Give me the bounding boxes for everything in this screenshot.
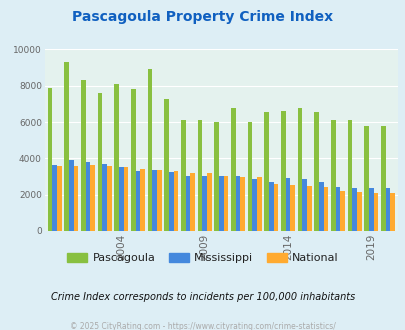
Text: © 2025 CityRating.com - https://www.cityrating.com/crime-statistics/: © 2025 CityRating.com - https://www.city… (70, 322, 335, 330)
Bar (318, 182, 323, 231)
Bar (285, 178, 290, 231)
Bar (330, 120, 335, 231)
Bar (152, 170, 157, 231)
Bar (218, 176, 223, 231)
Bar (135, 171, 140, 231)
Bar (107, 166, 111, 231)
Bar (339, 191, 344, 231)
Text: Crime Index corresponds to incidents per 100,000 inhabitants: Crime Index corresponds to incidents per… (51, 292, 354, 302)
Bar (306, 185, 311, 231)
Bar (190, 173, 194, 231)
Bar (280, 111, 285, 231)
Bar (90, 165, 95, 231)
Bar (73, 166, 78, 231)
Bar (240, 177, 244, 231)
Bar (69, 160, 73, 231)
Bar (131, 89, 135, 231)
Bar (247, 122, 252, 231)
Bar (268, 182, 273, 231)
Bar (363, 126, 368, 231)
Bar (197, 120, 202, 231)
Bar (147, 69, 152, 231)
Bar (230, 109, 235, 231)
Legend: Pascagoula, Mississippi, National: Pascagoula, Mississippi, National (64, 249, 341, 267)
Bar (297, 108, 301, 231)
Bar (97, 93, 102, 231)
Bar (301, 179, 306, 231)
Bar (223, 176, 228, 231)
Bar (313, 112, 318, 231)
Bar (264, 112, 268, 231)
Bar (290, 185, 294, 231)
Bar (335, 187, 339, 231)
Bar (256, 178, 261, 231)
Bar (157, 170, 161, 231)
Bar (168, 172, 173, 231)
Bar (81, 80, 85, 231)
Bar (389, 193, 394, 231)
Bar (64, 62, 69, 231)
Bar (57, 166, 62, 231)
Bar (207, 173, 211, 231)
Bar (373, 193, 377, 231)
Bar (164, 99, 168, 231)
Bar (47, 87, 52, 231)
Text: Pascagoula Property Crime Index: Pascagoula Property Crime Index (72, 10, 333, 24)
Bar (273, 184, 277, 231)
Bar (173, 171, 178, 231)
Bar (352, 188, 356, 231)
Bar (140, 169, 145, 231)
Bar (102, 164, 107, 231)
Bar (368, 188, 373, 231)
Bar (52, 165, 57, 231)
Bar (252, 179, 256, 231)
Bar (323, 187, 327, 231)
Bar (85, 162, 90, 231)
Bar (356, 192, 361, 231)
Bar (114, 84, 119, 231)
Bar (385, 188, 389, 231)
Bar (119, 167, 124, 231)
Bar (185, 176, 190, 231)
Bar (347, 120, 352, 231)
Bar (380, 126, 385, 231)
Bar (235, 176, 240, 231)
Bar (181, 120, 185, 231)
Bar (124, 167, 128, 231)
Bar (214, 122, 218, 231)
Bar (202, 176, 207, 231)
